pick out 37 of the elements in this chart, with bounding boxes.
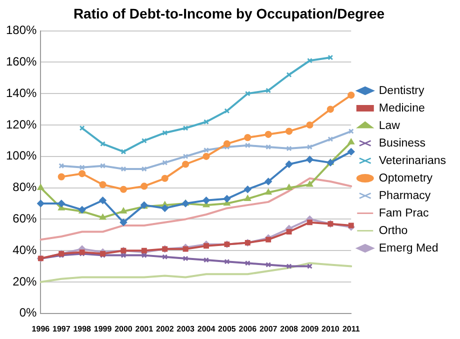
y-tick-label: 100% <box>6 148 38 163</box>
y-tick-label: 0% <box>19 306 38 320</box>
y-tick-label: 180% <box>6 23 38 38</box>
x-tick-label: 2008 <box>280 324 298 334</box>
x-tick-label: 2010 <box>322 324 340 334</box>
y-tick-label: 40% <box>12 242 38 257</box>
y-tick-label: 120% <box>6 117 38 132</box>
x-tick-label: 2007 <box>259 324 278 334</box>
x-tick-label: 2006 <box>238 324 258 334</box>
x-tick-label: 2009 <box>300 324 320 334</box>
legend-label: Dentistry <box>378 84 424 97</box>
x-tick-label: 2011 <box>342 324 360 334</box>
x-tick-label: 2001 <box>135 324 154 334</box>
y-tick-label: 20% <box>12 274 38 288</box>
y-tick-label: 80% <box>12 180 38 194</box>
x-tick-label: 2002 <box>156 324 174 334</box>
legend-label: Ortho <box>378 224 408 237</box>
x-tick-label: 1997 <box>52 324 71 334</box>
y-tick-label: 140% <box>6 86 38 100</box>
legend-label: Law <box>378 120 401 132</box>
x-tick-label: 2000 <box>114 324 133 334</box>
y-tick-label: 160% <box>6 54 38 69</box>
legend-label: Optometry <box>378 172 433 184</box>
legend-label: Fam Prac <box>378 207 429 220</box>
legend-label: Veterinarians <box>378 154 446 167</box>
x-tick-label: 1998 <box>73 324 92 334</box>
legend-label: Business <box>378 137 426 150</box>
legend-label: Pharmacy <box>378 190 431 202</box>
x-tick-label: 2004 <box>197 324 216 334</box>
x-tick-label: 1996 <box>32 324 50 334</box>
chart-title: Ratio of Debt-to-Income by Occupation/Degree <box>73 5 385 22</box>
x-tick-label: 2003 <box>176 324 196 334</box>
x-tick-label: 2005 <box>218 324 236 334</box>
y-tick-label: 60% <box>12 212 38 226</box>
legend-label: Emerg Med <box>378 242 438 254</box>
legend-label: Medicine <box>378 102 425 114</box>
x-tick-label: 1999 <box>94 324 112 334</box>
